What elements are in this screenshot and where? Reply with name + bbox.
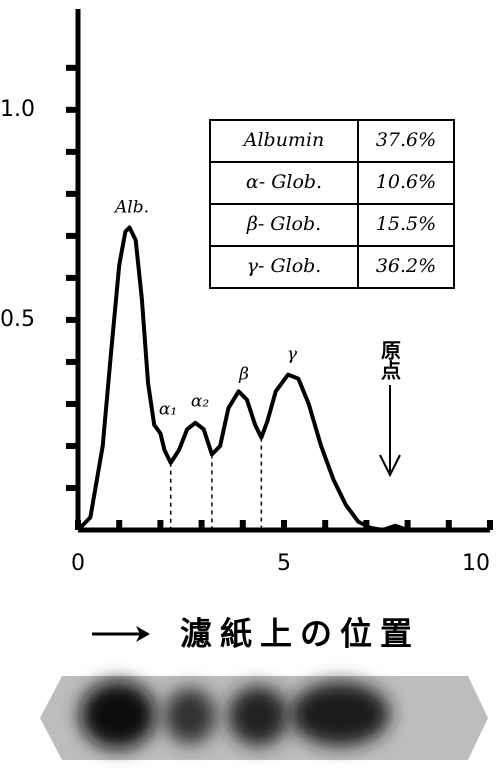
table-text: 36.2% [376, 255, 436, 277]
table-text: 15.5% [376, 213, 436, 235]
x-tick-label: 0 [71, 551, 85, 576]
density-curve [76, 225, 409, 532]
table-cell [357, 245, 455, 289]
legend-table: Albumin 37.6% α- Glob. 10.6% β- Glob. 15.5% γ-… [209, 119, 455, 289]
peak-label: α₁ [159, 400, 177, 420]
table-text: α- Glob. [246, 171, 322, 193]
table-text: 37.6% [376, 129, 436, 151]
table-cell [209, 203, 359, 247]
x-tick-label: 5 [277, 551, 291, 576]
table-text: γ- Glob. [247, 255, 322, 277]
origin-label: 原点 [378, 340, 402, 381]
table-cell [357, 119, 455, 163]
table-text: β- Glob. [246, 213, 321, 235]
table-text: Albumin [242, 129, 325, 151]
x-tick-label: 10 [462, 551, 490, 576]
table-cell [209, 119, 359, 163]
x-axis-title-group: 濾紙上の位置 [92, 615, 420, 653]
peak-label: γ [287, 345, 298, 365]
y-tick-label: 1.0 [0, 97, 35, 122]
peak-label: β [238, 365, 249, 385]
origin-arrow-head [379, 454, 401, 478]
x-axis-title: 濾紙上の位置 [180, 615, 420, 653]
table-cell [357, 161, 455, 205]
peak-label: α₂ [191, 392, 209, 412]
table-text: 10.6% [376, 171, 436, 193]
paper-strip [40, 676, 488, 760]
y-tick-label: 0.5 [0, 307, 35, 332]
arrow-head [136, 626, 150, 642]
peak-label: Alb. [113, 198, 149, 218]
